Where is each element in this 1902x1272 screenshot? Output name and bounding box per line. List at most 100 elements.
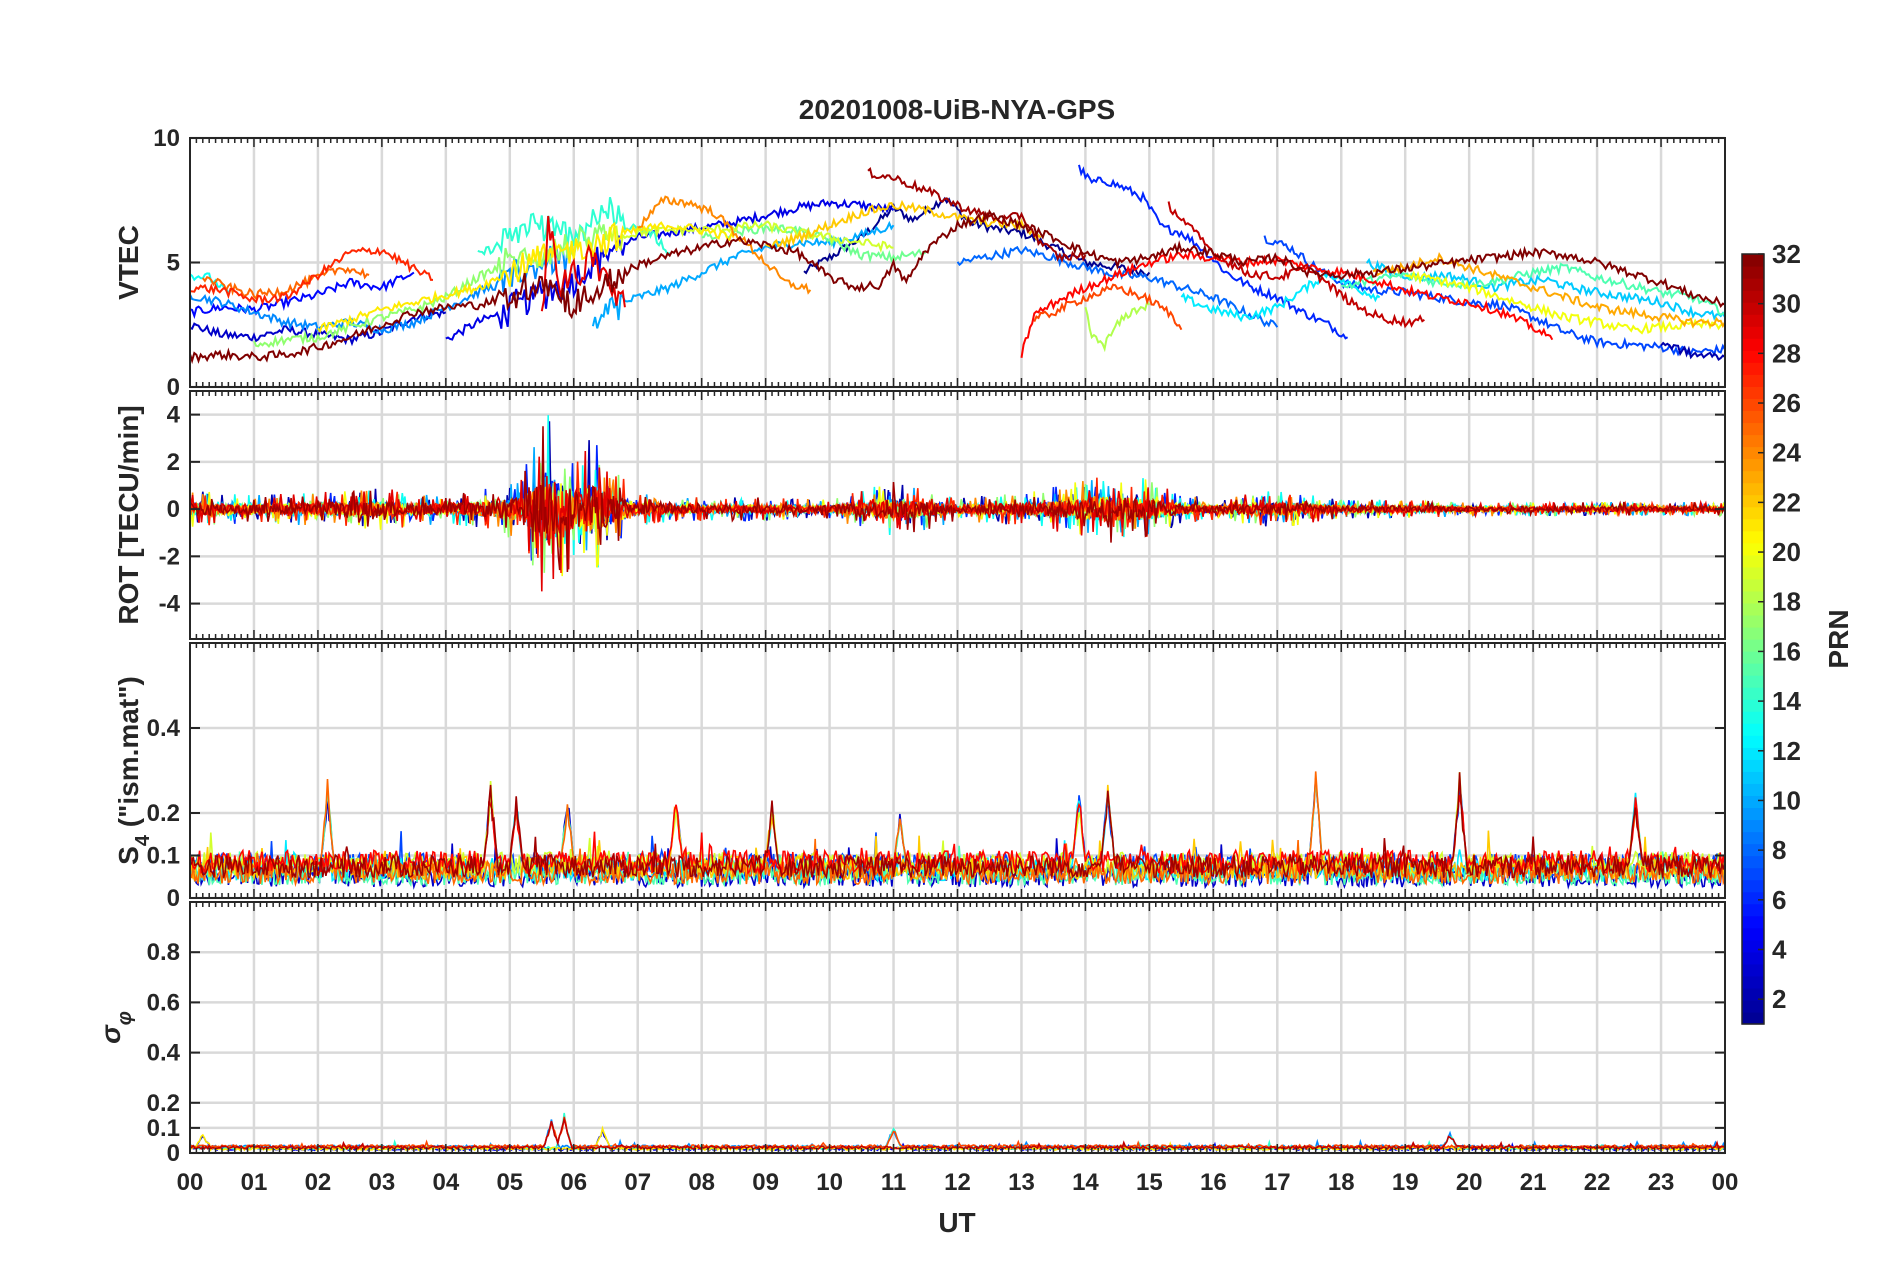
- panel-3: 0 0.1 0.2 0.4S4 ("ism.mat"): [113, 642, 1726, 912]
- y-tick-label: 0.1: [147, 1115, 180, 1142]
- vtec-series-prn-32: [189, 209, 1726, 365]
- y-axis-label: VTEC: [113, 225, 144, 300]
- colorbar-tick-label: 10: [1772, 785, 1801, 815]
- colorbar-cell: [1742, 386, 1764, 399]
- colorbar-cell: [1742, 723, 1764, 736]
- colorbar-cell: [1742, 590, 1764, 604]
- panel-4: 00.10.2 0.4 0.6 0.8 σφ: [95, 901, 1726, 1167]
- colorbar-tick-label: 30: [1772, 289, 1801, 319]
- colorbar-cell: [1742, 903, 1764, 917]
- vtec-series-prn-23: [1372, 252, 1726, 329]
- y-axis-label: σφ: [95, 1011, 136, 1044]
- colorbar-cell: [1742, 747, 1764, 760]
- vtec-series-prn-20: [1404, 270, 1726, 335]
- colorbar-cell: [1742, 506, 1764, 520]
- colorbar-cell: [1742, 1011, 1764, 1025]
- colorbar-cell: [1742, 278, 1764, 291]
- x-tick-label: 20: [1456, 1169, 1483, 1196]
- colorbar-cell: [1742, 975, 1764, 989]
- colorbar-cell: [1742, 963, 1764, 977]
- y-tick-label: 0: [167, 885, 180, 912]
- vtec-series-prn-21: [317, 221, 735, 334]
- colorbar-cell: [1742, 711, 1764, 724]
- axes-frame: -4 -2 0 2 4: [159, 390, 1726, 640]
- vtec-series-prn-6: [1078, 164, 1349, 340]
- colorbar-cell: [1742, 614, 1764, 628]
- colorbar-cell: [1742, 939, 1764, 953]
- colorbar-cell: [1742, 266, 1764, 279]
- colorbar-cell: [1742, 434, 1764, 448]
- x-tick-label: 10: [816, 1169, 843, 1196]
- x-tick-label: 09: [752, 1169, 779, 1196]
- colorbar-cell: [1742, 362, 1764, 375]
- colorbar-cell: [1742, 578, 1764, 592]
- colorbar-cell: [1742, 314, 1764, 327]
- y-tick-label: 4: [167, 402, 181, 429]
- x-tick-labels: 00 01 02 03 04 05 06 07 08 09 10 11 12 13 14 15 16 17 18 19…: [177, 1169, 1739, 1196]
- colorbar-cell: [1742, 771, 1764, 784]
- colorbar-tick-label: 18: [1772, 587, 1801, 617]
- x-tick-label: 03: [369, 1169, 396, 1196]
- s4-series-prn-22: [189, 784, 1726, 882]
- s4-series-prn-28: [189, 794, 1726, 876]
- colorbar-tick-label: 32: [1772, 239, 1801, 269]
- colorbar-tick-label: 20: [1772, 537, 1801, 567]
- vtec-series-prn-15: [1341, 262, 1726, 316]
- colorbar-cell: [1742, 626, 1764, 640]
- colorbar-cell: [1742, 831, 1764, 845]
- vtec-series-prn-9: [189, 243, 575, 336]
- rot-series-prn-31: [189, 426, 1726, 573]
- vtec-series-prn-2: [1660, 341, 1726, 361]
- vtec-series-prn-26: [1033, 283, 1183, 331]
- y-tick-label: 0.4: [147, 715, 181, 742]
- x-tick-label: 06: [560, 1169, 587, 1196]
- y-tick-label: 0: [167, 1140, 180, 1167]
- rot-series-prn-29: [189, 450, 1726, 592]
- colorbar-cell: [1742, 602, 1764, 616]
- x-tick-label: 13: [1008, 1169, 1035, 1196]
- y-tick-label: 0.4: [147, 1040, 181, 1067]
- colorbar-cell: [1742, 759, 1764, 772]
- colorbar-cell: [1742, 458, 1764, 472]
- vtec-series-prn-5: [189, 271, 415, 320]
- colorbar-cell: [1742, 855, 1764, 869]
- vtec-series-prn-4: [445, 198, 895, 341]
- colorbar-cell: [1742, 350, 1764, 363]
- colorbar-tick-label: 4: [1772, 934, 1787, 964]
- x-tick-label: 18: [1328, 1169, 1355, 1196]
- x-tick-label: 17: [1264, 1169, 1291, 1196]
- s4-series-prn-25: [189, 771, 1726, 888]
- colorbar-cell: [1742, 326, 1764, 339]
- data-series: [189, 415, 1726, 592]
- y-tick-label: 0.1: [147, 843, 180, 870]
- grid: [190, 391, 1725, 639]
- y-tick-label: 0.6: [147, 989, 180, 1016]
- colorbar-cell: [1742, 374, 1764, 387]
- axes-frame: 0 5 10: [153, 125, 1726, 401]
- vtec-series-prn-24: [637, 195, 812, 295]
- y-tick-label: 0.2: [147, 800, 180, 827]
- y-axis-label: ROT [TECU/min]: [113, 405, 144, 624]
- x-tick-label: 11: [881, 1169, 906, 1196]
- colorbar-tick-label: 12: [1772, 736, 1801, 766]
- x-tick-label: 15: [1136, 1169, 1163, 1196]
- x-tick-label: 22: [1584, 1169, 1611, 1196]
- colorbar-cell: [1742, 422, 1764, 436]
- colorbar-cell: [1742, 566, 1764, 580]
- colorbar-tick-label: 24: [1772, 438, 1801, 468]
- x-tick-label: 08: [688, 1169, 715, 1196]
- x-tick-label: 00: [1712, 1169, 1739, 1196]
- y-tick-label: 10: [153, 125, 180, 152]
- colorbar-cell: [1742, 843, 1764, 857]
- vtec-series-prn-27: [189, 246, 433, 306]
- colorbar-tick-label: 14: [1772, 686, 1801, 716]
- chart-title: 20201008-UiB-NYA-GPS: [799, 94, 1115, 125]
- colorbar-frame: [1741, 253, 1765, 1025]
- colorbar-cell: [1742, 891, 1764, 905]
- colorbar-cell: [1742, 398, 1764, 412]
- colorbar-cell: [1742, 542, 1764, 556]
- colorbar-tick-label: 22: [1772, 487, 1801, 517]
- x-tick-label: 19: [1392, 1169, 1419, 1196]
